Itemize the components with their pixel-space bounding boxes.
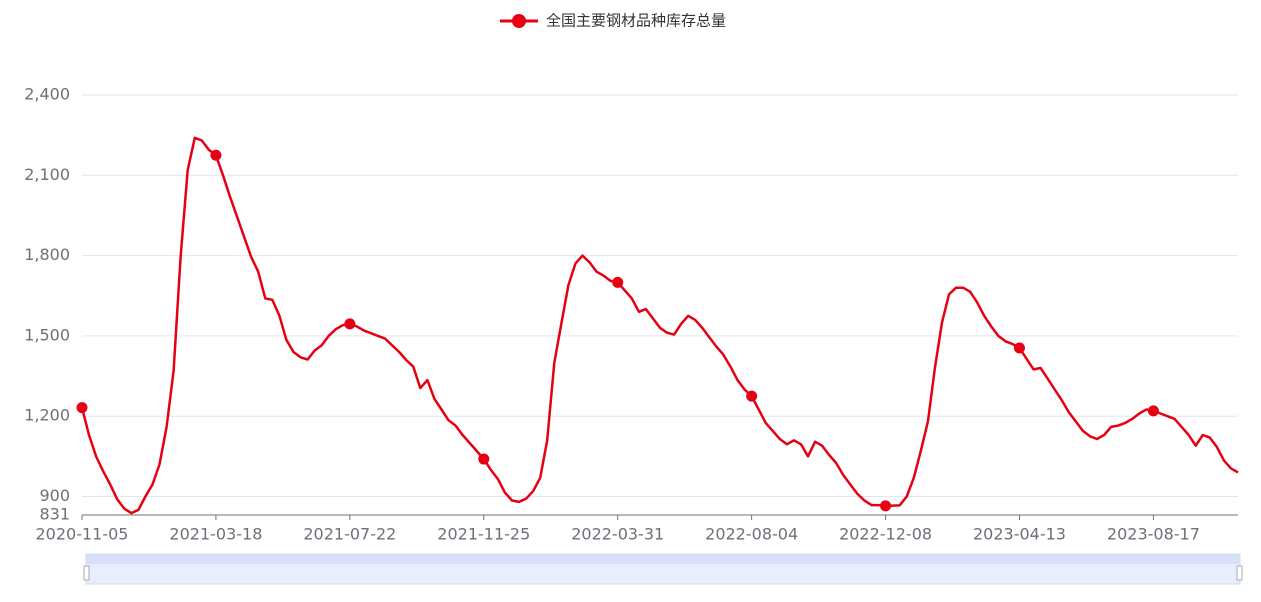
legend-label: 全国主要钢材品种库存总量	[546, 12, 726, 30]
zoom-handle[interactable]	[83, 565, 90, 581]
point	[344, 318, 356, 330]
x-tick-label: 2021-11-25	[437, 525, 530, 544]
point	[880, 500, 892, 512]
x-tick-label: 2021-03-18	[169, 525, 262, 544]
x-tick-label: 2023-04-13	[973, 525, 1066, 544]
legend[interactable]: 全国主要钢材品种库存总量	[500, 12, 726, 30]
x-tick-label: 2020-11-05	[36, 525, 129, 544]
point	[612, 276, 624, 288]
x-tick-label: 2022-08-04	[705, 525, 798, 544]
y-tick-label: 1,500	[24, 325, 70, 344]
line	[80, 136, 1239, 515]
y-tick-label: 1,800	[24, 245, 70, 264]
x-tick-label: 2022-12-08	[839, 525, 932, 544]
point	[210, 149, 222, 161]
y-tick-label: 831	[39, 505, 70, 524]
point	[478, 453, 490, 465]
y-tick-label: 900	[39, 486, 70, 505]
zoom-handle[interactable]	[1236, 565, 1243, 581]
x-tick-label: 2022-03-31	[571, 525, 664, 544]
legend-marker	[512, 14, 526, 28]
point	[746, 390, 758, 402]
point	[76, 402, 88, 414]
x-tick-label: 2021-07-22	[303, 525, 396, 544]
y-tick-label: 2,400	[24, 85, 70, 104]
y-tick-label: 2,100	[24, 165, 70, 184]
x-tick-label: 2023-08-17	[1107, 525, 1200, 544]
y-tick-label: 1,200	[24, 406, 70, 425]
zoom-handle-bar[interactable]	[86, 554, 1240, 564]
point	[1147, 405, 1159, 417]
point	[1013, 342, 1025, 354]
